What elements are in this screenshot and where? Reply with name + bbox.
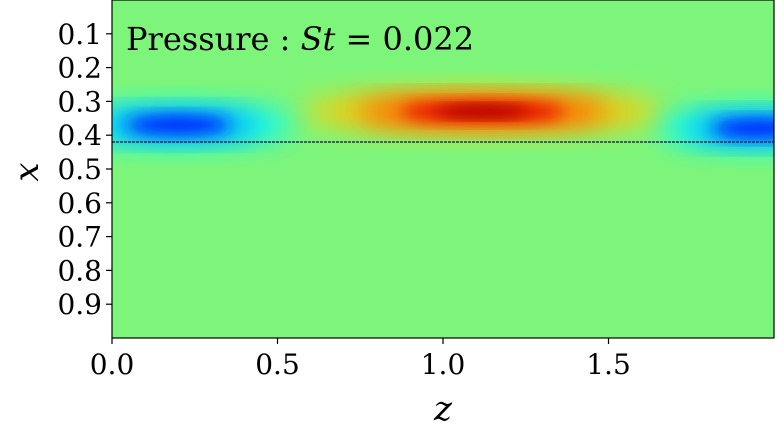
- plot-area: [112, 0, 774, 338]
- y-tick-label: 0.1: [57, 18, 102, 51]
- chart-title-math: St: [301, 20, 336, 58]
- y-tick-label: 0.9: [57, 288, 102, 321]
- y-tick-label: 0.7: [57, 221, 102, 254]
- x-tick-label: 1.0: [421, 348, 466, 381]
- y-tick-label: 0.2: [57, 52, 102, 85]
- y-axis-ticks: 0.10.20.30.40.50.60.70.80.9: [57, 18, 112, 321]
- heatmap-features: [112, 91, 774, 149]
- high-pressure-core-layer-3: [437, 106, 529, 117]
- y-tick-label: 0.8: [57, 254, 102, 287]
- x-tick-label: 1.5: [586, 348, 631, 381]
- y-tick-label: 0.4: [57, 119, 102, 152]
- x-tick-label: 0.5: [255, 348, 300, 381]
- chart-title: Pressure : St = 0.022: [126, 20, 474, 58]
- chart-title-prefix: Pressure :: [126, 20, 301, 58]
- x-tick-label: 0.0: [90, 348, 135, 381]
- low-pressure-band-left-layer-2: [126, 115, 231, 135]
- chart-title-value: = 0.022: [335, 20, 474, 58]
- y-axis-label: x: [7, 162, 47, 181]
- x-axis-label: z: [433, 389, 453, 429]
- y-tick-label: 0.6: [57, 187, 102, 220]
- heatmap-background: [112, 0, 774, 338]
- y-tick-label: 0.5: [57, 153, 102, 186]
- x-axis-ticks: 0.0 0.5 1.0 1.5: [90, 338, 631, 381]
- y-tick-label: 0.3: [57, 85, 102, 118]
- low-pressure-band-right-layer-2: [712, 119, 774, 138]
